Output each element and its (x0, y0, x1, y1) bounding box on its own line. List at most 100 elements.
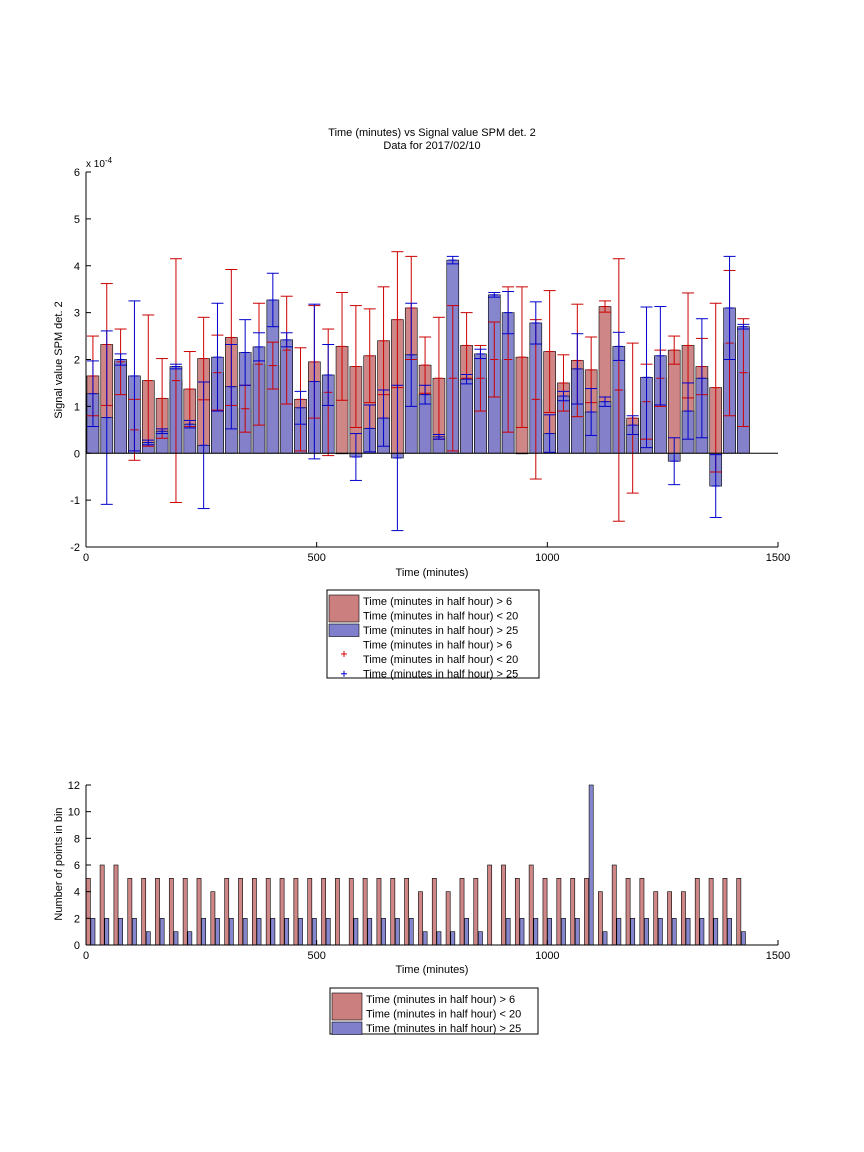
chart-2-bar (644, 918, 649, 946)
chart-2-bar (514, 878, 520, 946)
chart-2-bar (547, 918, 553, 946)
chart-1-legend-label: Time (minutes in half hour) < 20 (363, 611, 518, 623)
chart-2-bar (381, 918, 386, 946)
chart-2-bar (713, 918, 719, 946)
chart-2-bar (561, 918, 566, 946)
chart-2-x-tick-label: 0 (83, 950, 89, 962)
chart-2-bar (708, 878, 714, 946)
chart-2-bar (588, 784, 594, 946)
chart-2-bar (145, 931, 151, 946)
chart-2-bar (418, 891, 423, 946)
chart-2-bar (325, 918, 331, 946)
chart-2-bar (252, 878, 257, 946)
chart-2-y-tick-label: 10 (68, 807, 80, 819)
chart-1-y-tick-label: 5 (74, 214, 80, 226)
chart-2-bar (141, 878, 147, 946)
chart-2-bar (501, 864, 506, 946)
chart-2-legend-label: Time (minutes in half hour) > 6 (366, 994, 515, 1006)
chart-2-x-tick-label: 500 (307, 950, 325, 962)
chart-1: Time (minutes) vs Signal value SPM det. … (53, 127, 790, 681)
chart-2-bar (431, 878, 437, 946)
chart-2-bar (699, 918, 705, 946)
chart-2-bar (667, 891, 672, 946)
chart-2-bar (630, 918, 636, 946)
chart-2-bar (519, 918, 525, 946)
chart-2-bar (602, 931, 608, 946)
chart-2-legend-box (329, 987, 539, 1035)
chart-2-bar (422, 931, 428, 946)
chart-2-bar (616, 918, 622, 946)
chart-1-x-tick-label: 500 (307, 552, 325, 564)
chart-2-bar (210, 891, 216, 946)
chart-2-bar (132, 918, 137, 946)
chart-2-x-label: Time (minutes) (396, 964, 469, 976)
chart-2-bar (367, 918, 373, 946)
chart-2-bar (395, 918, 400, 946)
chart-1-y-tick-label: 1 (74, 401, 80, 413)
chart-2-bar (118, 918, 123, 946)
chart-2-bar (445, 891, 451, 946)
chart-1-legend-label: Time (minutes in half hour) > 25 (363, 625, 518, 637)
chart-2-bar (353, 918, 359, 946)
chart-2-bar (459, 878, 465, 946)
chart-2-bar (168, 878, 174, 946)
chart-2-legend-label: Time (minutes in half hour) < 20 (366, 1009, 521, 1021)
chart-2-bar (99, 864, 105, 946)
chart-2-bar (639, 878, 645, 946)
chart-2-bar (173, 931, 179, 946)
chart-1-plot-area: 0 500 1000 1500 -2 -1 0 1 2 3 4 5 6 (70, 167, 790, 564)
chart-2-bar (311, 918, 317, 946)
chart-1-legend-swatch (328, 623, 360, 637)
chart-2-bar (404, 878, 410, 946)
chart-1-subtitle: Data for 2017/02/10 (383, 140, 480, 152)
chart-1-y-tick-label: 3 (74, 308, 80, 320)
chart-2-bar (307, 878, 313, 946)
chart-2-bar (182, 878, 188, 946)
chart-2-bar (574, 918, 580, 946)
chart-2-bar (542, 878, 548, 946)
chart-2-plot-area: 0 500 1000 1500 0 2 4 6 8 10 12 (68, 780, 790, 962)
chart-2-bar (436, 931, 442, 946)
chart-2-bar (238, 878, 243, 946)
chart-1-y-exponent: x 10-4 (86, 156, 113, 170)
chart-2-bar (533, 918, 539, 946)
chart-2-bar (265, 878, 271, 946)
chart-2: 0 500 1000 1500 0 2 4 6 8 10 12 Time (minutes) Num… (53, 780, 790, 1035)
chart-2-bar (321, 878, 326, 946)
chart-1-legend-label: Time (minutes in half hour) > 6 (363, 596, 512, 608)
chart-2-x-tick-label: 1000 (535, 950, 559, 962)
chart-2-bar (681, 891, 686, 946)
chart-2-bar (201, 918, 207, 946)
chart-2-bar (736, 878, 742, 946)
chart-1-bar (598, 401, 612, 454)
chart-2-legend-swatch (331, 1021, 363, 1035)
chart-2-bar (408, 918, 414, 946)
chart-2-bar (127, 878, 133, 946)
chart-2-bar (242, 918, 248, 946)
chart-1-y-tick-label: 0 (74, 448, 80, 460)
chart-2-bar (685, 918, 691, 946)
chart-2-bar (85, 878, 91, 946)
chart-2-bar (104, 918, 110, 946)
chart-2-bar (196, 878, 202, 946)
chart-2-legend-swatch (331, 992, 363, 1021)
chart-1-x-tick-label: 1000 (535, 552, 559, 564)
chart-2-bar (556, 878, 562, 946)
chart-2-x-tick-label: 1500 (766, 950, 790, 962)
chart-2-bar (625, 878, 631, 946)
chart-2-bar (279, 878, 285, 946)
chart-2-bar (464, 918, 469, 946)
chart-2-bar (187, 931, 193, 946)
chart-2-bar (478, 931, 483, 946)
chart-2-bar (390, 878, 396, 946)
chart-1-y-tick-label: 4 (74, 261, 80, 273)
chart-2-bar (487, 864, 493, 946)
chart-2-y-label: Number of points in bin (53, 807, 65, 920)
chart-1-legend-label: Time (minutes in half hour) < 20 (363, 654, 518, 666)
chart-2-bar (256, 918, 262, 946)
chart-2-y-tick-label: 8 (74, 833, 80, 845)
chart-2-bar (113, 864, 119, 946)
chart-2-bar (671, 918, 677, 946)
chart-2-bar (722, 878, 728, 946)
chart-1-legend-label: Time (minutes in half hour) > 25 (363, 669, 518, 681)
